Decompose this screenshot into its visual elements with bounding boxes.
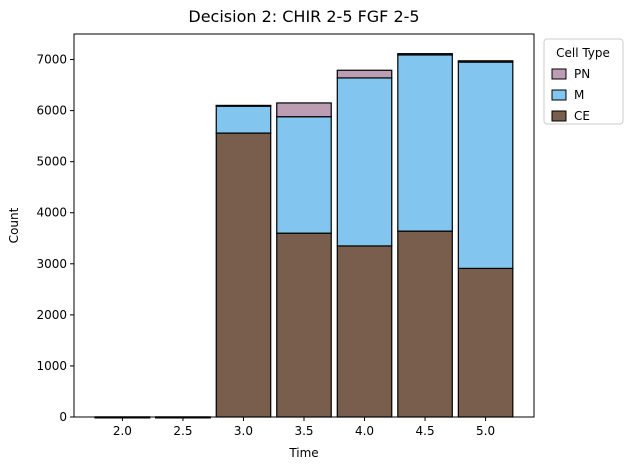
legend-swatch-m	[551, 89, 567, 101]
x-tick-label: 2.5	[173, 424, 192, 438]
bar-ce-4.0	[336, 245, 393, 418]
bar-m-3.5	[276, 116, 332, 234]
legend-label-pn: PN	[574, 67, 590, 81]
legend-box	[543, 38, 624, 125]
y-tick-label: 4000	[36, 206, 67, 220]
x-tick-label: 5.0	[476, 424, 495, 438]
bar-ce-3.0	[215, 132, 272, 418]
bar-pn-4.0	[336, 69, 393, 79]
y-tick-label: 3000	[36, 257, 67, 271]
x-tick-label: 3.5	[294, 424, 313, 438]
x-tick-label: 4.0	[355, 424, 374, 438]
y-tick-label: 0	[59, 410, 67, 424]
bar-m-5.0	[457, 61, 514, 269]
x-tick-label: 3.0	[234, 424, 253, 438]
x-axis-title: Time	[288, 446, 318, 460]
bars-group	[94, 53, 514, 419]
bar-ce-3.5	[276, 232, 332, 418]
bar-pn-3.0	[215, 104, 272, 107]
x-axis: 2.0 2.5 3.0 3.5 4.0 4.5 5.0	[113, 417, 495, 438]
legend: Cell Type PN M CE	[543, 38, 624, 125]
bar-pn-4.5	[397, 53, 453, 56]
y-tick-label: 1000	[36, 359, 67, 373]
legend-label-m: M	[574, 88, 584, 102]
bar-ce-4.5	[397, 230, 453, 418]
bar-pn-5.0	[457, 60, 514, 63]
x-tick-label: 2.0	[113, 424, 132, 438]
y-axis: 0 1000 2000 3000 4000 5000 6000 7000	[36, 53, 74, 424]
y-tick-label: 2000	[36, 308, 67, 322]
bar-pn-3.5	[276, 102, 332, 118]
legend-swatch-pn	[551, 68, 567, 80]
legend-swatch-ce	[551, 110, 567, 122]
chart-title: Decision 2: CHIR 2-5 FGF 2-5	[188, 7, 419, 26]
bar-m-4.5	[397, 54, 453, 232]
y-axis-title: Count	[7, 207, 21, 243]
y-tick-label: 5000	[36, 155, 67, 169]
bar-m-3.0	[215, 104, 272, 134]
legend-title: Cell Type	[556, 46, 610, 60]
legend-label-ce: CE	[574, 109, 590, 123]
bar-m-4.0	[336, 77, 393, 247]
x-tick-label: 4.5	[416, 424, 435, 438]
y-tick-label: 6000	[36, 104, 67, 118]
bar-ce-5.0	[457, 267, 514, 418]
y-tick-label: 7000	[36, 53, 67, 67]
